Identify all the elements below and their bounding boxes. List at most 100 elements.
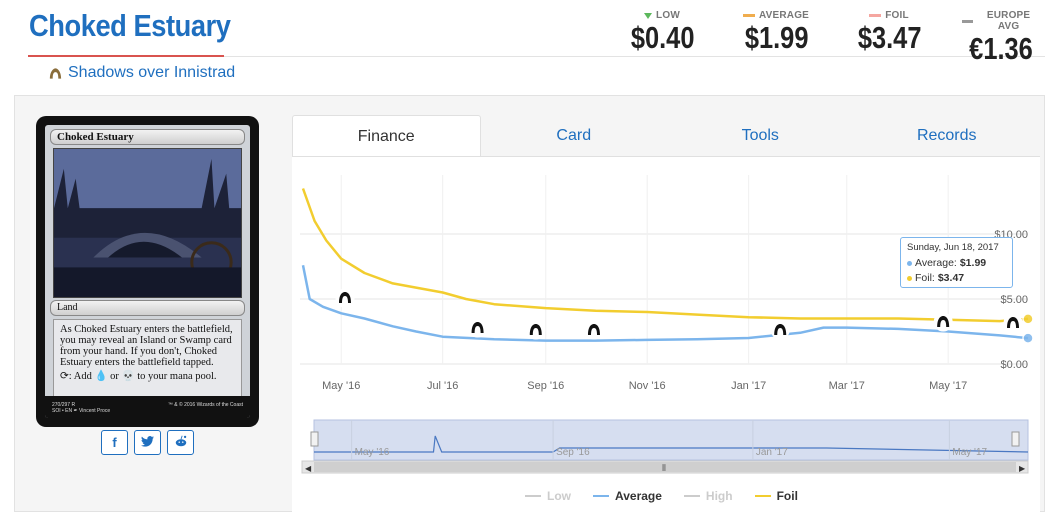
price-europe-value: €1.36 <box>969 31 1033 66</box>
x-tick-label: Nov '16 <box>629 380 666 392</box>
scroll-grip-icon: ⦀ <box>662 464 666 474</box>
x-tick-label: May '16 <box>322 380 360 392</box>
tab-tools[interactable]: Tools <box>741 127 779 144</box>
card-art-illustration <box>54 149 241 297</box>
tab-finance[interactable]: Finance <box>292 115 481 156</box>
price-europe-avg: EUROPE AVG €1.36 <box>962 10 1040 66</box>
conspiracy-take-the-crown-set-icon <box>526 320 546 340</box>
x-tick-label: May '17 <box>929 380 967 392</box>
facebook-icon: f <box>112 435 117 450</box>
price-history-chart[interactable]: May '16 Jul '16 Sep '16 Nov '16 Jan '17 Mar '… <box>292 157 1045 512</box>
kaladesh-set-icon <box>587 324 600 335</box>
series-line-average <box>301 264 1029 342</box>
legend-label: Average <box>615 489 662 503</box>
legend-low[interactable]: Low <box>525 489 571 503</box>
foil-dot-icon <box>907 276 912 281</box>
price-europe-label: EUROPE AVG <box>986 10 1031 32</box>
header-divider <box>224 56 1045 57</box>
conspiracy-take-the-crown-set-icon <box>529 324 542 335</box>
modern-masters-2017-set-icon <box>1003 313 1023 333</box>
twitter-share-button[interactable] <box>134 430 161 455</box>
x-tick-label: Sep '16 <box>527 380 564 392</box>
x-tick-label: Jan '17 <box>731 380 766 392</box>
aether-revolt-set-icon <box>774 324 787 335</box>
navigator-tick-label: Jan '17 <box>756 447 788 458</box>
card-copyright: ™ & © 2016 Wizards of the Coast <box>167 402 243 408</box>
eldritch-moon-set-icon <box>468 318 488 338</box>
tooltip-foil-value: $3.47 <box>937 272 965 284</box>
tooltip-average-value: $1.99 <box>959 257 987 269</box>
twitter-icon <box>141 435 154 450</box>
tab-records[interactable]: Records <box>916 127 977 144</box>
tooltip-date: Sunday, Jun 18, 2017 <box>907 242 999 253</box>
legend-label: High <box>705 489 733 503</box>
price-low-value: $0.40 <box>630 20 695 55</box>
card-image-name: Choked Estuary <box>50 129 245 145</box>
x-tick-label: Mar '17 <box>829 380 865 392</box>
facebook-share-button[interactable]: f <box>101 430 128 455</box>
legend-swatch <box>525 495 541 497</box>
legend-swatch <box>683 495 700 497</box>
price-average-value: $1.99 <box>744 20 809 55</box>
navigator-series-line <box>314 435 1029 453</box>
legend-swatch <box>754 495 771 497</box>
tab-bar: Finance Card Tools Records <box>292 115 1040 157</box>
eldritch-moon-set-icon <box>471 322 484 333</box>
modern-masters-2017-set-icon <box>1007 317 1020 328</box>
scroll-right-icon: ▶ <box>1019 464 1026 473</box>
reddit-icon <box>174 435 188 450</box>
card-set-line: SOI • EN ✒ Vincent Proce <box>52 408 111 414</box>
price-low: LOW $0.40 <box>624 10 700 55</box>
navigator-scrollbar-thumb <box>314 462 1016 472</box>
amonkhet-set-icon <box>937 316 950 327</box>
card-footer: 270/297 R SOI • EN ✒ Vincent Proce ™ & © … <box>50 400 245 416</box>
card-rules-paragraph: ⟳: Add 💧 or 💀 to your mana pool. <box>60 371 217 382</box>
card-title: Choked Estuary <box>29 8 231 43</box>
navigator-right-handle <box>1011 431 1020 447</box>
tab-card[interactable]: Card <box>556 127 592 144</box>
y-tick-label: $0.00 <box>1000 359 1028 371</box>
price-average-label: AVERAGE <box>758 10 810 21</box>
legend-swatch <box>593 495 609 497</box>
trend-flat-icon <box>742 14 755 17</box>
card-image[interactable]: Choked Estuary Land As Choked Estuary en… <box>36 116 259 427</box>
navigator-tick-label: May '17 <box>952 447 987 458</box>
card-collector-number: 270/297 R <box>52 402 76 408</box>
chart-legend: Low Average High Foil <box>525 489 798 503</box>
scroll-left-icon: ◀ <box>305 464 312 473</box>
series-line-foil <box>301 188 1029 323</box>
card-type-line: Land <box>50 300 245 316</box>
price-average: AVERAGE $1.99 <box>738 10 814 55</box>
series-end-point <box>1022 332 1034 344</box>
legend-average[interactable]: Average <box>593 489 662 503</box>
trend-flat-icon <box>962 19 974 23</box>
average-dot-icon <box>907 261 912 266</box>
navigator-tick-label: Sep '16 <box>556 447 590 458</box>
legend-label: Foil <box>776 489 798 503</box>
social-share-bar: f <box>101 430 194 455</box>
shadows-over-innistrad-set-icon <box>49 68 62 79</box>
card-rules-paragraph: As Choked Estuary enters the battlefield… <box>60 324 233 368</box>
navigator-range <box>313 419 1029 461</box>
legend-label: Low <box>547 489 571 503</box>
legend-high[interactable]: High <box>683 489 733 503</box>
reddit-share-button[interactable] <box>167 430 194 455</box>
chart-tooltip: Sunday, Jun 18, 2017 Average: $1.99 Foil:… <box>900 237 1013 288</box>
price-foil-value: $3.47 <box>857 20 922 55</box>
legend-foil[interactable]: Foil <box>754 489 798 503</box>
trend-flat-icon <box>869 14 882 17</box>
x-tick-label: Jul '16 <box>427 380 458 392</box>
card-art <box>53 148 242 298</box>
aether-revolt-set-icon <box>770 320 790 340</box>
shadows-over-innistrad-set-icon <box>335 288 355 308</box>
shadows-over-innistrad-set-icon <box>339 292 351 303</box>
price-foil-label: FOIL <box>885 10 909 21</box>
amonkhet-set-icon <box>933 312 953 332</box>
title-underline <box>28 55 224 57</box>
card-rules-text: As Choked Estuary enters the battlefield… <box>53 319 242 397</box>
navigator-tick-label: May '16 <box>355 447 390 458</box>
y-tick-label: $5.00 <box>1000 294 1028 306</box>
set-link[interactable]: Shadows over Innistrad <box>48 64 235 82</box>
series-end-point <box>1022 313 1034 325</box>
